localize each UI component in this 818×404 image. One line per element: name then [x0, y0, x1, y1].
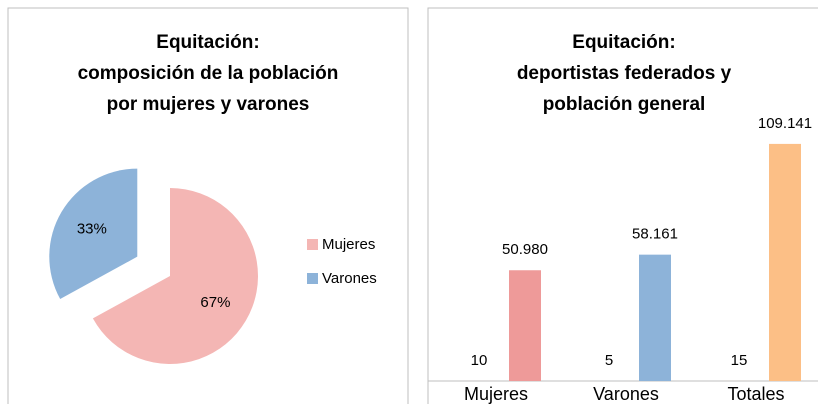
x-tick-label: Totales: [727, 384, 784, 404]
bar: [769, 143, 801, 381]
data-label: 33%: [77, 221, 107, 238]
legend-label: Varones: [322, 270, 377, 287]
data-label: 5: [605, 352, 613, 369]
chart-title: composición de la población: [78, 63, 339, 84]
legend-swatch: [307, 273, 318, 284]
data-label: 50.980: [502, 241, 548, 258]
x-tick-label: Mujeres: [464, 384, 528, 404]
chart-title: población general: [543, 94, 706, 115]
pie-slice: [92, 188, 258, 365]
data-label: 58.161: [632, 226, 678, 243]
data-label: 15: [731, 352, 748, 369]
legend-swatch: [307, 239, 318, 250]
data-label: 109.141: [758, 115, 812, 132]
bar: [509, 270, 541, 381]
legend-label: Mujeres: [322, 236, 375, 253]
data-label: 67%: [200, 294, 230, 311]
pie-slice: [49, 168, 138, 300]
data-label: 10: [471, 352, 488, 369]
chart-title: Equitación:: [156, 32, 259, 53]
bar: [639, 254, 671, 381]
panel-border: [7, 7, 409, 404]
x-tick-label: Varones: [593, 384, 659, 404]
panel-border: [427, 7, 818, 404]
chart-title: Equitación:: [572, 32, 675, 53]
chart-title: deportistas federados y: [517, 63, 732, 84]
chart-title: por mujeres y varones: [107, 94, 310, 115]
